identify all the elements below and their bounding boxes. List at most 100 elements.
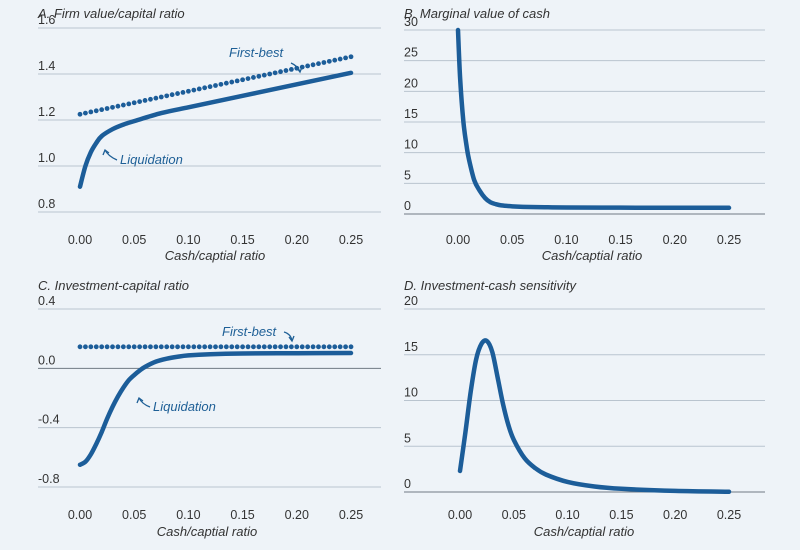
panel-a-first-best-dot — [202, 85, 208, 91]
panel-b-x-tick-label: 0.05 — [500, 233, 524, 247]
panel-a-x-tick-label: 0.25 — [339, 233, 363, 247]
panel-d-x-axis-label: Cash/captial ratio — [534, 524, 634, 539]
panel-b-x-axis-label: Cash/captial ratio — [542, 248, 642, 263]
panel-c-first-best-dot — [83, 344, 88, 350]
panel-b-y-tick-label: 10 — [404, 138, 418, 152]
panel-b-x-tick-label: 0.20 — [663, 233, 687, 247]
panel-a-y-tick-label: 1.2 — [38, 105, 55, 119]
panel-a-first-best-dot — [115, 103, 121, 109]
panel-a-x-tick-label: 0.05 — [122, 233, 146, 247]
panel-a-first-best-dot — [104, 106, 110, 111]
panel-d-y-tick-label: 10 — [404, 386, 418, 400]
panel-a-first-best-dot — [278, 69, 283, 75]
panel-b-x-tick-label: 0.00 — [446, 233, 470, 247]
panel-a-first-best-dot — [218, 81, 224, 87]
panel-c-x-tick-label: 0.20 — [285, 508, 309, 522]
panel-b-y-tick-label: 0 — [404, 199, 411, 213]
panel-a-first-best-arrowhead — [296, 66, 303, 74]
panel-a-first-best-dot — [137, 99, 143, 104]
panel-b-y-tick-label: 5 — [404, 168, 411, 182]
panel-a-first-best-dot — [245, 76, 251, 81]
panel-a-x-tick-label: 0.10 — [176, 233, 200, 247]
panel-c-liquidation-line — [77, 350, 354, 467]
panel-a-x-tick-label: 0.15 — [230, 233, 254, 247]
panel-b: B. Marginal value of cash 0 5 10 15 20 25 30 0.… — [404, 6, 765, 263]
panel-a-first-best-dot — [164, 93, 170, 99]
panel-c-first-best-dot — [343, 344, 348, 350]
panel-c-y-tick-label: 0.0 — [38, 353, 55, 367]
panel-a-first-best-dot — [223, 80, 229, 86]
panel-b-y-tick-label: 15 — [404, 107, 418, 121]
panel-a-first-best-dot — [283, 68, 289, 73]
panel-c-first-best-dot — [337, 344, 343, 350]
panel-a-first-best-dot — [213, 83, 218, 88]
panel-a-y-tick-label: 1.6 — [38, 13, 55, 27]
panel-a-first-best-dot — [305, 63, 311, 69]
panel-c-first-best-dot — [299, 344, 305, 350]
panel-c-first-best-dot — [93, 344, 99, 350]
panel-a-first-best-dot — [126, 101, 132, 107]
panel-c-first-best-dot — [202, 344, 208, 350]
panel-c-first-best-dot — [120, 344, 126, 350]
panel-a-first-best-dot — [288, 67, 294, 72]
panel-c-first-best-label: First-best — [222, 324, 278, 339]
panel-c-first-best-dot — [175, 344, 180, 350]
panel-d-x-tick-label: 0.15 — [609, 508, 633, 522]
panel-a-x-axis-label: Cash/captial ratio — [165, 248, 265, 263]
panel-c-x-tick-label: 0.10 — [176, 508, 200, 522]
panel-a-liquidation-line — [77, 70, 354, 189]
panel-c-first-best-dot — [153, 344, 159, 350]
panel-a-first-best-dot — [321, 60, 327, 65]
panel-a-first-best-dot — [88, 109, 94, 115]
panel-c-first-best-dot — [196, 344, 202, 350]
panel-a-first-best-dot — [83, 110, 88, 116]
panel-b-x-tick-label: 0.15 — [608, 233, 632, 247]
panel-a-first-best-dot — [240, 77, 246, 83]
panel-d-x-tick-label: 0.25 — [717, 508, 741, 522]
panel-a: A. Firm value/capital ratio 0.8 1.0 1.2 1.4… — [37, 6, 381, 263]
panel-a-first-best-dot — [148, 96, 153, 102]
panel-c-x-tick-label: 0.00 — [68, 508, 92, 522]
panel-c-first-best-dot — [207, 344, 213, 350]
panel-a-y-tick-label: 0.8 — [38, 197, 55, 211]
panel-a-x-tick-label: 0.20 — [285, 233, 309, 247]
panel-c-first-best-dot — [88, 344, 94, 350]
panel-c-first-best-dot — [261, 344, 267, 350]
panel-c-first-best-dot — [326, 344, 332, 350]
panel-d-title: D. Investment-cash sensitivity — [404, 278, 577, 293]
panel-b-y-tick-label: 30 — [404, 15, 418, 29]
panel-c-liquidation-label: Liquidation — [153, 399, 216, 414]
panel-d-investment-cash-sensitivity-line — [457, 338, 732, 494]
panel-c-first-best-dot — [213, 344, 218, 350]
panel-c-first-best-dot — [321, 344, 327, 350]
panel-a-first-best-dot — [99, 107, 105, 113]
panel-a-first-best-dot — [186, 88, 191, 94]
panel-a-liquidation-arrowhead — [102, 148, 110, 156]
panel-a-first-best-dot — [191, 87, 197, 93]
panel-c-first-best-dot — [180, 344, 186, 350]
panel-a-first-best-dot — [77, 111, 83, 117]
panel-b-marginal-value-of-cash-line — [455, 27, 732, 211]
panel-c-first-best-dot — [158, 344, 164, 350]
panel-a-first-best-dot — [153, 95, 159, 101]
panel-a-first-best-dot — [234, 78, 240, 84]
panel-a-first-best-dot — [343, 55, 348, 61]
panel-d-x-tick-label: 0.05 — [502, 508, 526, 522]
panel-a-title: A. Firm value/capital ratio — [37, 6, 185, 21]
panel-c-x-axis-label: Cash/captial ratio — [157, 524, 257, 539]
panel-c-y-tick-label: -0.4 — [38, 413, 60, 427]
panel-d-y-tick-label: 5 — [404, 431, 411, 445]
panel-a-first-best-dot — [169, 92, 175, 98]
panel-a-first-best-dot — [120, 102, 126, 108]
panel-a-first-best-dot — [158, 94, 164, 100]
panel-a-first-best-dot — [207, 84, 213, 90]
panel-c-first-best-dot — [272, 344, 278, 350]
panel-c-first-best-arrowhead — [288, 335, 295, 343]
panel-c-first-best-dot — [137, 344, 143, 350]
panel-c-first-best-dot — [186, 344, 191, 350]
panel-d-y-tick-label: 0 — [404, 477, 411, 491]
panel-a-first-best-dot — [326, 58, 332, 64]
panel-a-y-tick-label: 1.0 — [38, 151, 55, 165]
panel-c-first-best-dot — [294, 344, 300, 350]
panel-c-first-best-dot — [316, 344, 321, 350]
